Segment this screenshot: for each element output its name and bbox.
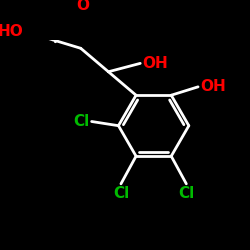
Text: Cl: Cl xyxy=(178,186,194,201)
Text: Cl: Cl xyxy=(74,114,90,129)
Text: OH: OH xyxy=(200,79,226,94)
Text: HO: HO xyxy=(0,24,24,39)
Text: Cl: Cl xyxy=(113,186,129,201)
Text: OH: OH xyxy=(143,56,169,71)
Text: O: O xyxy=(76,0,90,13)
